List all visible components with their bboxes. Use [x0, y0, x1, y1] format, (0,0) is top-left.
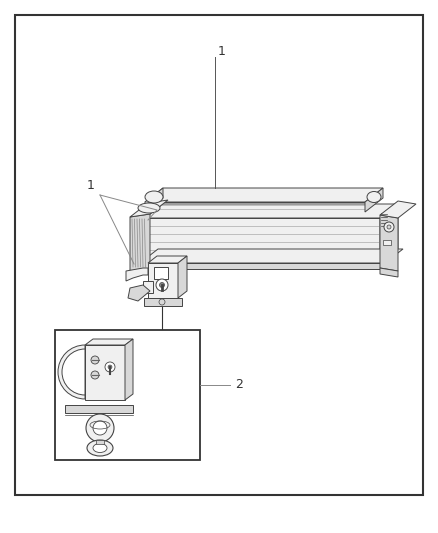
- Text: 2: 2: [235, 378, 243, 392]
- Polygon shape: [143, 281, 153, 293]
- Circle shape: [384, 222, 394, 232]
- Polygon shape: [148, 256, 187, 263]
- Circle shape: [387, 225, 391, 229]
- Ellipse shape: [367, 191, 381, 203]
- Polygon shape: [130, 214, 150, 272]
- Polygon shape: [380, 204, 398, 263]
- Polygon shape: [65, 405, 133, 413]
- Circle shape: [86, 414, 114, 442]
- Polygon shape: [140, 249, 403, 263]
- Polygon shape: [128, 285, 150, 301]
- Polygon shape: [85, 345, 125, 400]
- Text: 1: 1: [87, 179, 95, 192]
- Polygon shape: [381, 213, 388, 230]
- Polygon shape: [145, 218, 380, 263]
- Circle shape: [159, 282, 165, 287]
- Polygon shape: [380, 215, 398, 271]
- Circle shape: [91, 371, 99, 379]
- Bar: [154, 267, 168, 279]
- Circle shape: [105, 362, 115, 372]
- Bar: [383, 240, 391, 245]
- Circle shape: [91, 356, 99, 364]
- Text: 1: 1: [218, 45, 226, 58]
- Ellipse shape: [93, 443, 107, 453]
- Polygon shape: [145, 204, 398, 218]
- Polygon shape: [145, 188, 163, 212]
- Circle shape: [159, 299, 165, 305]
- Polygon shape: [140, 263, 385, 269]
- Circle shape: [108, 365, 112, 369]
- Polygon shape: [145, 188, 383, 202]
- Polygon shape: [85, 339, 133, 345]
- Polygon shape: [380, 268, 398, 277]
- Ellipse shape: [145, 191, 163, 203]
- Ellipse shape: [138, 203, 160, 213]
- Circle shape: [156, 279, 168, 291]
- Polygon shape: [126, 268, 148, 281]
- Polygon shape: [365, 188, 383, 212]
- Polygon shape: [144, 298, 182, 306]
- Polygon shape: [148, 263, 178, 298]
- Ellipse shape: [87, 440, 113, 456]
- Wedge shape: [58, 345, 85, 399]
- Polygon shape: [96, 440, 104, 444]
- Polygon shape: [178, 256, 187, 298]
- Polygon shape: [130, 200, 168, 217]
- Bar: [55, 330, 200, 460]
- Wedge shape: [62, 349, 85, 395]
- Polygon shape: [125, 339, 133, 400]
- Circle shape: [93, 421, 107, 435]
- Polygon shape: [145, 202, 365, 212]
- Polygon shape: [380, 201, 416, 218]
